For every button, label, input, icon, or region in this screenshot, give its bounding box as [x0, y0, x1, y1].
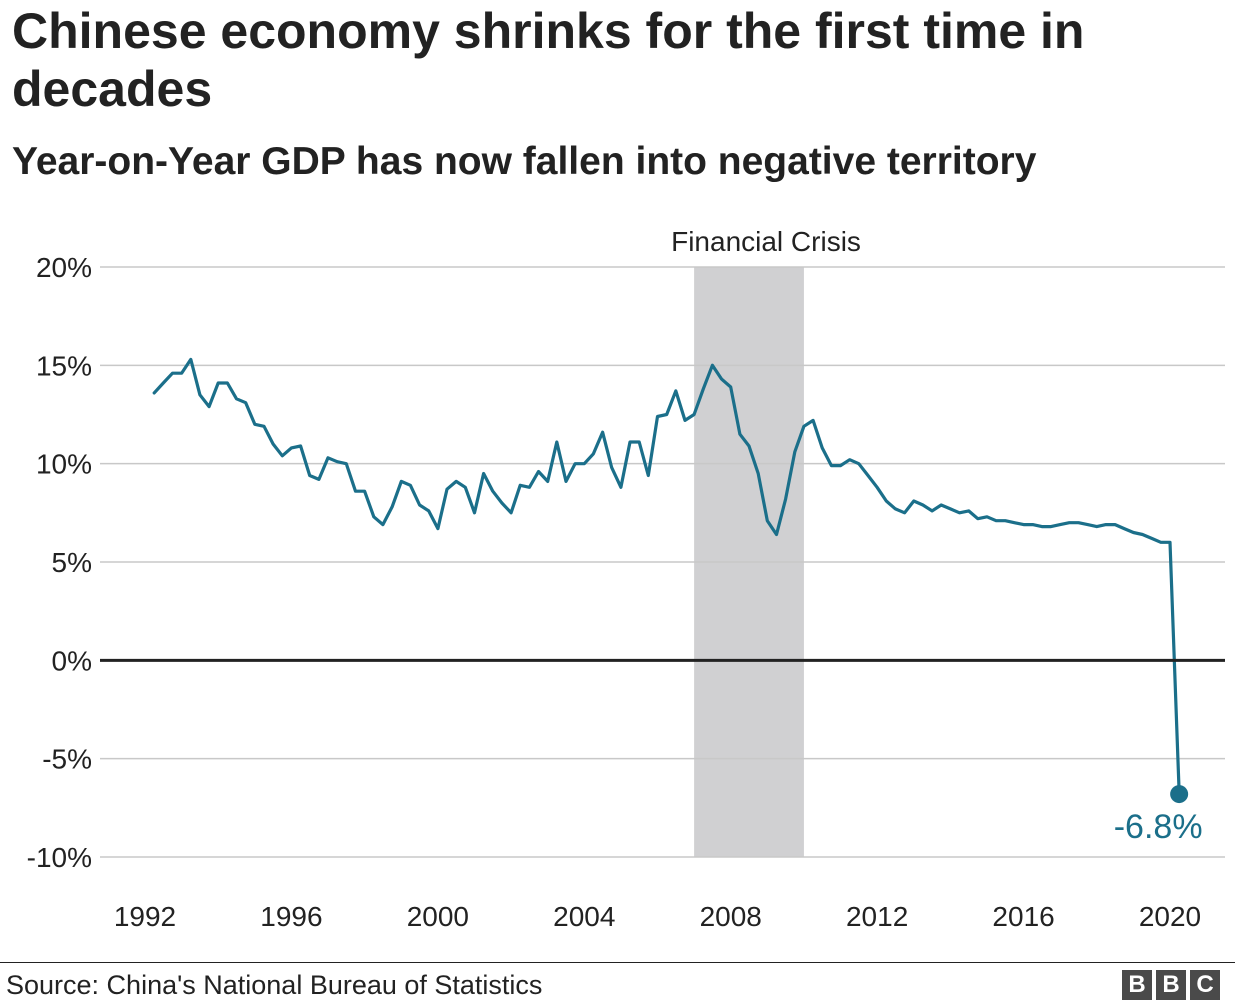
bbc-logo: B B C — [1122, 970, 1220, 1000]
chart-subtitle: Year-on-Year GDP has now fallen into neg… — [12, 140, 1037, 183]
y-tick-label: 10% — [36, 449, 92, 480]
latest-point-marker — [1170, 785, 1189, 804]
x-tick-label: 1996 — [260, 901, 322, 932]
financial-crisis-label: Financial Crisis — [671, 226, 861, 257]
gdp-series-line — [152, 357, 1181, 796]
x-tick-label: 2020 — [1139, 901, 1201, 932]
x-tick-label: 2016 — [992, 901, 1054, 932]
gdp-line-chart: Financial Crisis -10% -5% 0% 5% 10% 15% 20% 19… — [27, 226, 1225, 932]
y-tick-label: -5% — [42, 744, 92, 775]
bbc-logo-letter: B — [1122, 970, 1152, 1000]
chart-title: Chinese economy shrinks for the first ti… — [12, 3, 1085, 117]
y-tick-label: 0% — [52, 645, 92, 676]
bbc-logo-letter: B — [1156, 970, 1186, 1000]
x-tick-label: 2000 — [407, 901, 469, 932]
y-tick-label: -10% — [27, 842, 92, 873]
y-tick-label: 15% — [36, 350, 92, 381]
footer-divider — [0, 962, 1235, 963]
x-tick-label: 2012 — [846, 901, 908, 932]
x-tick-label: 1992 — [114, 901, 176, 932]
x-tick-label: 2004 — [553, 901, 615, 932]
y-tick-label: 5% — [52, 547, 92, 578]
source-note: Source: China's National Bureau of Stati… — [6, 970, 543, 1000]
bbc-logo-letter: C — [1190, 970, 1220, 1000]
x-tick-label: 2008 — [700, 901, 762, 932]
y-tick-label: 20% — [36, 252, 92, 283]
latest-value-label: -6.8% — [1114, 808, 1203, 846]
